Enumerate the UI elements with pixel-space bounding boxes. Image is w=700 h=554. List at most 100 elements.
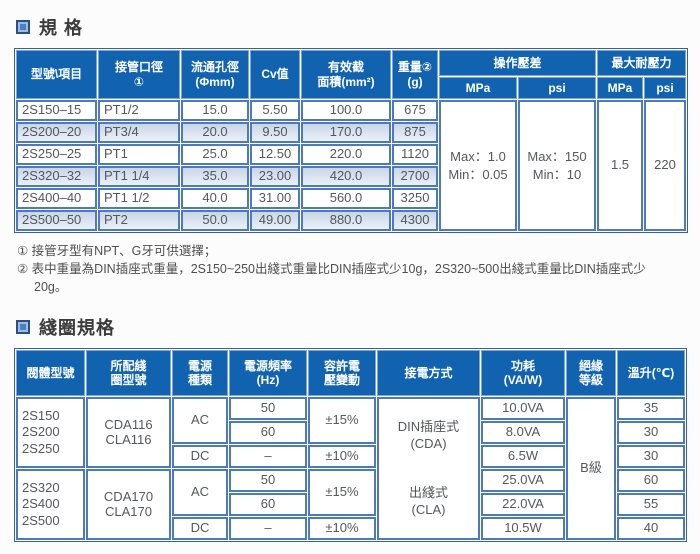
spec-header-port-line1: 接管口徑 xyxy=(114,60,163,75)
coil-header-frequency-line2: (Hz) xyxy=(256,373,280,388)
spec-header-model: 型號\項目 xyxy=(16,50,97,99)
spec-header-withstand-psi: psi xyxy=(644,77,687,99)
footnote-2: ② 表中重量為DIN插座式重量，2S150~250出綫式重量比DIN插座式少10… xyxy=(17,262,646,295)
spec-cell-port: PT2 xyxy=(98,210,180,231)
coil-header-source: 電源 種類 xyxy=(172,350,228,397)
opdiff-mpa-min: Min：0.05 xyxy=(448,166,508,182)
spec-cell-weight: 2700 xyxy=(392,166,438,187)
spec-cell-port: PT1 xyxy=(98,144,180,165)
spec-cell-opdiff-psi: Max：150 Min：10 xyxy=(518,100,597,231)
connection-type-lead: 出綫式 (CLA) xyxy=(381,485,476,519)
spec-cell-weight: 4300 xyxy=(392,210,438,231)
spec-header-opdiff-psi: psi xyxy=(518,77,597,99)
spec-table-header: 型號\項目 接管口徑 ① 流通孔徑 (Φmm) Cv值 有效截 面積(mm²) … xyxy=(16,50,687,99)
coil-header-body-model: 閥體型號 xyxy=(16,350,85,397)
spec-cell-model: 2S150–15 xyxy=(16,100,97,121)
spec-header-weight: 重量② (g) xyxy=(392,50,438,99)
spec-cell-weight: 875 xyxy=(392,122,438,143)
connection-types: DIN插座式 (CDA) 出綫式 (CLA) xyxy=(381,403,476,535)
coil-header-insulation-line1: 絕緣 xyxy=(578,358,603,373)
spec-cell-area: 880.0 xyxy=(301,210,391,231)
coil-header-coil-model: 所配綫 圈型號 xyxy=(86,350,171,397)
coil-header-power: 功耗 (VA/W) xyxy=(481,350,565,397)
opdiff-mpa-max: Max：1.0 xyxy=(450,148,506,164)
spec-cell-withstand-mpa: 1.5 xyxy=(597,100,644,231)
spec-header-max-withstand: 最大耐壓力 xyxy=(597,50,687,76)
spec-cell-orifice: 25.0 xyxy=(181,144,249,165)
spec-cell-cv: 5.50 xyxy=(250,100,300,121)
spec-header-orifice: 流通孔徑 (Φmm) xyxy=(181,50,249,99)
connection-name: 出綫式 xyxy=(408,484,448,500)
connection-code: (CLA) xyxy=(411,501,446,517)
spec-header-port: 接管口徑 ① xyxy=(98,50,180,99)
spec-cell-cv: 9.50 xyxy=(250,122,300,143)
spec-cell-weight: 3250 xyxy=(392,188,438,209)
coil-header-connection: 接電方式 xyxy=(377,350,480,397)
spec-cell-cv: 31.00 xyxy=(250,188,300,209)
spec-title-text: 規 格 xyxy=(39,18,84,38)
spec-cell-area: 420.0 xyxy=(301,166,391,187)
coil-cell-source-ac: AC xyxy=(172,397,228,445)
coil-cell-power: 10.5W xyxy=(481,517,565,541)
coil-cell-coil-models: CDA170 CLA170 xyxy=(86,469,171,541)
spec-header-area-line2: 面積(mm²) xyxy=(317,74,375,89)
coil-cell-freq: 60 xyxy=(229,493,307,517)
model-line: 2S150 xyxy=(22,407,60,423)
spec-header-cv: Cv值 xyxy=(250,50,300,99)
connection-code: (CDA) xyxy=(410,435,447,451)
spec-table: 型號\項目 接管口徑 ① 流通孔徑 (Φmm) Cv值 有效截 面積(mm²) … xyxy=(14,48,689,233)
spec-cell-area: 100.0 xyxy=(301,100,391,121)
coil-header-voltage-line2: 壓變動 xyxy=(323,373,360,388)
spec-cell-port: PT3/4 xyxy=(98,122,180,143)
connection-type-din: DIN插座式 (CDA) xyxy=(381,419,476,453)
spec-row: 2S400–40 PT1 1/2 40.0 31.00 560.0 3250 xyxy=(16,188,686,209)
coil-cell-power: 6.5W xyxy=(481,445,565,469)
coil-model-line: CDA116 xyxy=(104,416,153,432)
spec-cell-port: PT1 1/2 xyxy=(98,188,180,209)
square-bullet-icon xyxy=(16,20,30,34)
coil-cell-models: 2S320 2S400 2S500 xyxy=(16,469,85,541)
coil-cell-power: 22.0VA xyxy=(481,493,565,517)
coil-row: 60 22.0VA 55 xyxy=(16,493,685,517)
coil-header-frequency-line1: 電源頻率 xyxy=(243,358,292,373)
coil-header-source-line2: 種類 xyxy=(187,373,212,388)
spec-cell-weight: 1120 xyxy=(392,144,438,165)
coil-header-source-line1: 電源 xyxy=(187,358,212,373)
spec-section-title: 規 格 xyxy=(16,14,686,40)
spec-header-op-diff: 操作壓差 xyxy=(439,50,597,76)
coil-cell-temp: 30 xyxy=(617,421,685,445)
spec-cell-orifice: 15.0 xyxy=(181,100,249,121)
connection-name: DIN插座式 xyxy=(397,418,460,434)
coil-cell-freq: 50 xyxy=(229,397,307,421)
coil-cell-temp: 35 xyxy=(617,397,685,421)
spec-header-weight-line1: 重量② xyxy=(397,60,433,75)
spec-header-port-line2: ① xyxy=(133,74,145,89)
coil-cell-voltage-ac: ±15% xyxy=(308,469,376,517)
coil-cell-coil-models: CDA116 CLA116 xyxy=(86,397,171,469)
coil-table: 閥體型號 所配綫 圈型號 電源 種類 電源頻率 (Hz) 容許電 壓變動 接電方 xyxy=(14,348,687,543)
model-line: 2S200 xyxy=(22,424,60,440)
spec-cell-opdiff-mpa: Max：1.0 Min：0.05 xyxy=(439,100,517,231)
opdiff-psi-max: Max：150 xyxy=(527,148,587,164)
coil-table-header: 閥體型號 所配綫 圈型號 電源 種類 電源頻率 (Hz) 容許電 壓變動 接電方 xyxy=(16,350,685,397)
coil-cell-temp: 60 xyxy=(617,469,685,493)
spec-cell-model: 2S500–50 xyxy=(16,210,97,231)
spec-header-orifice-line1: 流通孔徑 xyxy=(190,60,239,75)
spec-cell-port: PT1/2 xyxy=(98,100,180,121)
coil-cell-temp: 55 xyxy=(617,493,685,517)
coil-cell-source-dc: DC xyxy=(172,445,228,469)
spec-header-orifice-line2: (Φmm) xyxy=(195,74,235,89)
coil-section-title: 綫圈規格 xyxy=(16,314,686,340)
spec-cell-cv: 12.50 xyxy=(250,144,300,165)
spec-cell-cv: 23.00 xyxy=(250,166,300,187)
coil-row: DC – ±10% 6.5W 30 xyxy=(16,445,685,469)
coil-title-text: 綫圈規格 xyxy=(39,318,115,339)
spec-cell-weight: 675 xyxy=(392,100,438,121)
coil-header-coil-line2: 圈型號 xyxy=(110,373,147,388)
coil-cell-freq: 50 xyxy=(229,469,307,493)
coil-header-frequency: 電源頻率 (Hz) xyxy=(229,350,307,397)
spec-cell-port: PT1 1/4 xyxy=(98,166,180,187)
spec-cell-orifice: 20.0 xyxy=(181,122,249,143)
coil-header-coil-line1: 所配綫 xyxy=(110,358,147,373)
coil-cell-power: 8.0VA xyxy=(481,421,565,445)
